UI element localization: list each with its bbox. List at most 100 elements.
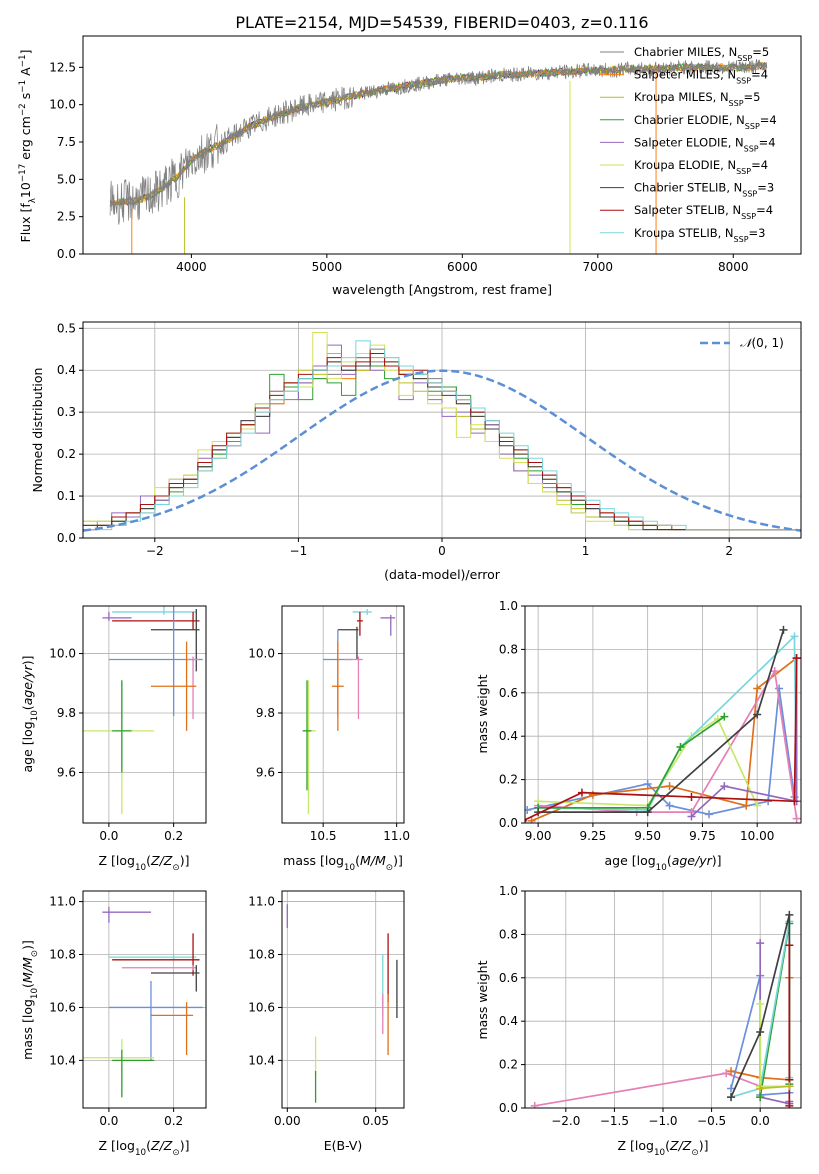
x-tick-label: 0.0 [99, 829, 118, 843]
axes-residuals: −2 −1 0 1 2 0.0 0.1 0.2 0.3 0.4 0.5 𝒩(0, 1) (data-mo… [30, 321, 802, 582]
x-tick-label: 9.50 [634, 829, 661, 843]
data-point [790, 632, 799, 641]
data-point [577, 788, 586, 797]
x-tick-label: 10.00 [740, 829, 774, 843]
axes-frame [524, 605, 802, 824]
x-axis-label: wavelength [Angstrom, rest frame] [332, 282, 552, 297]
y-tick-label: 10.0 [248, 647, 275, 661]
x-tick-label: −2 [146, 544, 164, 558]
data-point [676, 743, 685, 752]
data-point [720, 782, 729, 791]
normal-curve [83, 369, 801, 532]
y-tick-label: 10.6 [49, 1000, 76, 1014]
x-tick-label: 0.2 [164, 1114, 183, 1128]
axes-frame [82, 890, 207, 1109]
data-point [643, 808, 652, 817]
y-axis-label: mass weight [475, 960, 490, 1039]
y-tick-label: 5.0 [57, 172, 76, 186]
y-tick-label: 0.0 [57, 247, 76, 261]
y-tick-label: 0.2 [499, 1058, 518, 1072]
x-tick-label: 4000 [176, 260, 207, 274]
y-tick-label: 0.4 [499, 1014, 518, 1028]
data-point [720, 712, 729, 721]
x-axis-label: age [log10(age/yr)] [604, 853, 721, 873]
data-point [665, 782, 674, 791]
x-tick-label: 0 [438, 544, 446, 558]
y-tick-label: 0.4 [499, 729, 518, 743]
x-axis-label: Z [log10(Z/Z⊙)] [618, 1138, 709, 1158]
legend-entry: Kroupa ELODIE, NSSP=4 [634, 158, 768, 176]
data-point [705, 810, 713, 819]
plot-area [109, 58, 768, 254]
y-tick-label: 10.8 [49, 948, 76, 962]
data-point [687, 812, 696, 821]
axes-age_vs_mass: 10.5 11.0 9.6 9.8 10.0 mass [log10(M/M⊙)] [248, 605, 410, 873]
plot-area [530, 910, 794, 1108]
axes-frame [281, 605, 405, 824]
x-tick-label: 5000 [312, 260, 343, 274]
x-tick-label: 9.75 [689, 829, 716, 843]
x-tick-label: 6000 [447, 260, 478, 274]
axes-age_vs_Z: 0.0 0.2 9.6 9.8 10.0 Z [log10(Z/Z⊙)] age [log1… [20, 605, 207, 873]
y-tick-label: 0.4 [57, 363, 76, 377]
y-axis-label: mass weight [475, 674, 490, 753]
data-point [790, 797, 799, 806]
x-tick-label: −1.5 [600, 1114, 629, 1128]
y-tick-label: 12.5 [49, 60, 76, 74]
data-point [756, 939, 765, 948]
data-point [530, 1101, 539, 1108]
x-tick-label: 11.0 [383, 829, 410, 843]
data-point [756, 999, 765, 1008]
page-title: PLATE=2154, MJD=54539, FIBERID=0403, z=0… [235, 13, 648, 32]
data-point [722, 1069, 731, 1078]
data-point [785, 941, 794, 950]
x-tick-label: 10.5 [310, 829, 337, 843]
y-tick-label: 0.8 [499, 642, 518, 656]
y-tick-label: 2.5 [57, 210, 76, 224]
y-tick-label: 9.8 [256, 706, 275, 720]
y-tick-label: 10.0 [49, 98, 76, 112]
plot-area [83, 331, 801, 538]
x-tick-label: 0.00 [274, 1114, 301, 1128]
y-axis-label: Flux [fλ10−17 erg cm−2 s−1 A−1] [18, 50, 38, 243]
data-point [785, 1101, 794, 1108]
data-point [643, 779, 652, 788]
y-tick-label: 0.6 [499, 686, 518, 700]
data-point [525, 805, 532, 814]
x-axis-label: (data-model)/error [384, 567, 501, 582]
x-axis-label: E(B-V) [324, 1138, 363, 1153]
axes-frame [82, 605, 207, 824]
data-point [742, 801, 751, 810]
data-point [785, 910, 794, 919]
y-axis-label: age [log10(age/yr)] [20, 655, 40, 772]
data-point [756, 1093, 765, 1102]
data-point [753, 710, 762, 719]
legend-entry: Salpeter MILES, NSSP=4 [634, 68, 768, 86]
data-point [756, 1084, 765, 1093]
data-point [770, 667, 779, 676]
legend-entry: Salpeter STELIB, NSSP=4 [634, 203, 773, 221]
legend-entry: 𝒩(0, 1) [740, 336, 784, 350]
x-axis-label: mass [log10(M/M⊙)] [283, 853, 403, 873]
series-line [760, 1085, 790, 1090]
axes-frame [281, 890, 405, 1109]
plot-area [525, 625, 801, 823]
data-point [727, 1093, 736, 1102]
data-point [665, 801, 674, 810]
spectrum-legend: Chabrier MILES, NSSP=5 Salpeter MILES, NS… [600, 45, 777, 243]
x-tick-label: 7000 [583, 260, 614, 274]
data-point [727, 1067, 736, 1076]
axes-spectrum: 4000 5000 6000 7000 8000 0.0 2.5 5.0 7.5 10.0 12.5… [18, 35, 802, 297]
data-point [727, 1084, 736, 1093]
y-axis-label: Normed distribution [30, 368, 45, 493]
legend-entry: Salpeter ELODIE, NSSP=4 [634, 135, 776, 153]
y-axis-label: mass [log10(M/M⊙)] [20, 940, 40, 1060]
legend-entry: Kroupa MILES, NSSP=5 [634, 90, 760, 108]
axes-massweight_vs_age: 9.00 9.25 9.50 9.75 10.00 0.0 0.2 0.4 0.6 0.8 1.0 a… [475, 599, 802, 873]
x-axis-label: Z [log10(Z/Z⊙)] [99, 1138, 190, 1158]
y-tick-label: 10.4 [49, 1053, 76, 1067]
y-tick-label: 0.2 [499, 773, 518, 787]
x-tick-label: 0.05 [362, 1114, 389, 1128]
data-point [792, 654, 801, 663]
